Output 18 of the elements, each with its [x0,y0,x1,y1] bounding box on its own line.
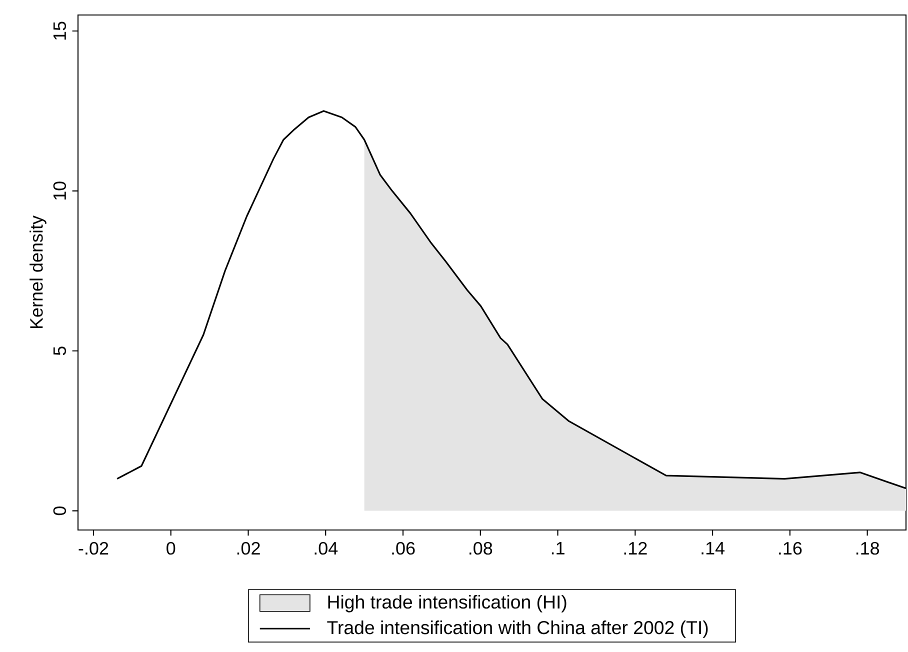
legend-label: High trade intensification (HI) [328,594,566,612]
legend-label: Trade intensification with China after 2002 (TI) [327,620,708,638]
x-tick-label: .14 [702,542,725,554]
x-tick-label: 0 [166,542,176,555]
y-tick-label: 5 [53,346,66,356]
x-tick-label: .12 [624,542,647,555]
x-tick-label: .04 [314,542,338,555]
x-tick-label: -.02 [78,542,108,555]
y-axis-title: Kernel density [30,216,46,328]
y-tick-label: 0 [53,506,66,516]
x-tick-label: .08 [470,542,492,555]
x-tick-label: .1 [552,542,564,554]
x-tick-label: .06 [392,542,415,555]
y-tick-label: 15 [53,22,66,40]
x-tick-label: .18 [856,542,880,555]
x-tick-label: .16 [779,542,802,555]
y-tick-label: 10 [53,182,66,200]
x-tick-label: .02 [237,542,260,555]
